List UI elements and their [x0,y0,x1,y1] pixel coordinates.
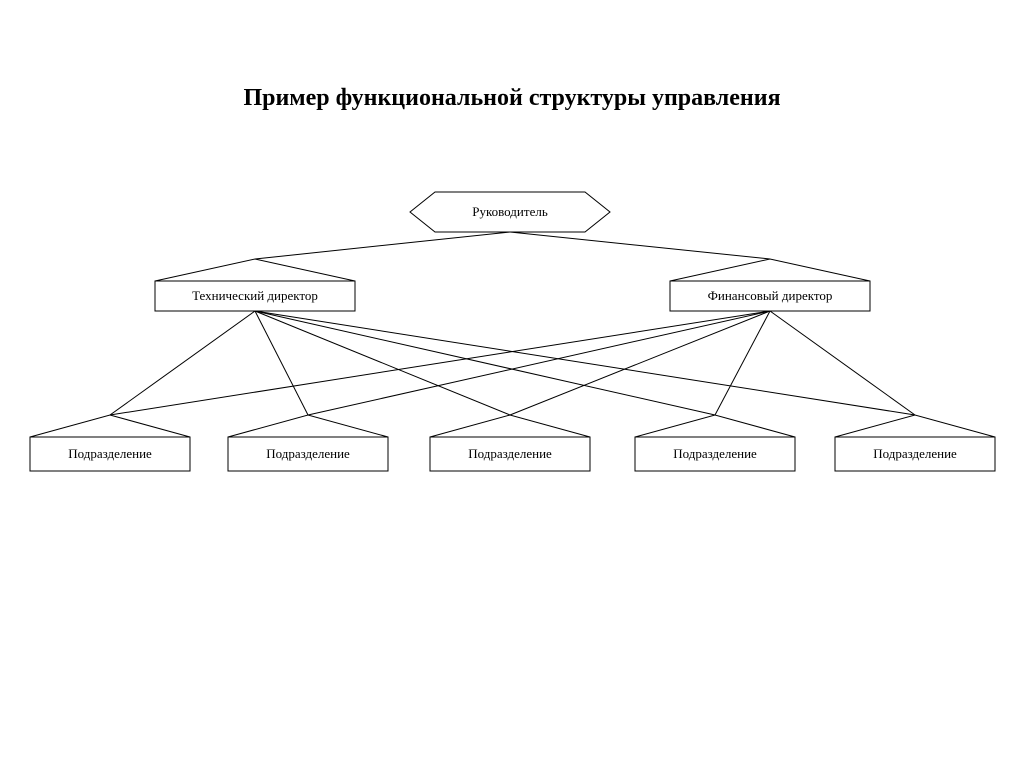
node-fin: Финансовый директор [670,281,870,311]
node-d1: Подразделение [30,437,190,471]
node-d2: Подразделение [228,437,388,471]
node-root: Руководитель [410,192,610,232]
org-chart-svg [0,0,1024,767]
node-tech: Технический директор [155,281,355,311]
node-d4: Подразделение [635,437,795,471]
node-d3: Подразделение [430,437,590,471]
node-d5: Подразделение [835,437,995,471]
